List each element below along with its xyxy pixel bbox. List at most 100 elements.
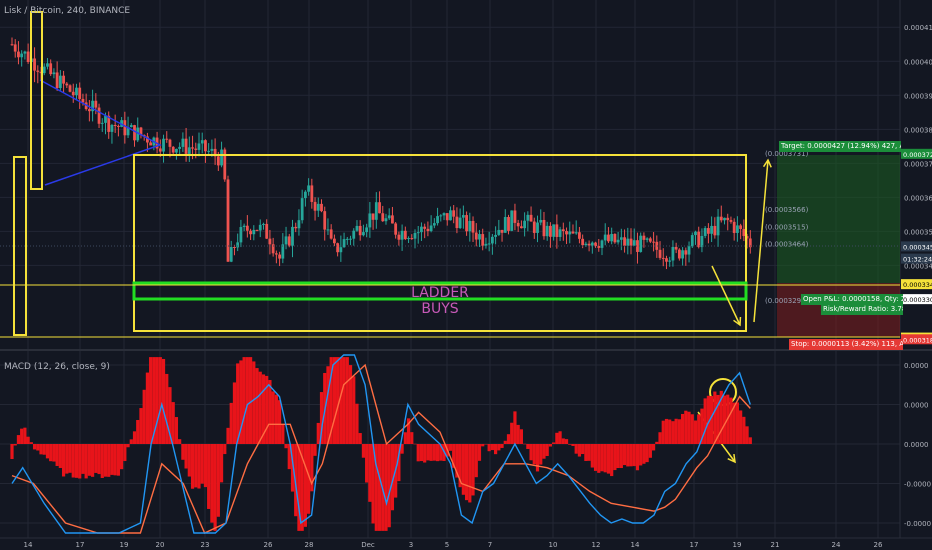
candle-body: [645, 238, 649, 240]
histogram-bar: [587, 444, 591, 461]
price-tag: 0.0003728: [901, 148, 932, 159]
candle-body: [342, 239, 346, 248]
price-tick-label: 0.0003900: [904, 92, 932, 100]
candle-body: [252, 229, 256, 235]
candle-body: [471, 220, 475, 233]
candle: [636, 232, 639, 264]
histogram-bar: [203, 444, 208, 488]
price-tag-text: 0.0003301: [903, 296, 932, 304]
histogram-bar: [310, 444, 314, 492]
histogram-bar: [65, 444, 69, 474]
time-tick-label: 3: [409, 541, 413, 549]
histogram-bar: [155, 357, 159, 444]
histogram-bar: [429, 444, 433, 461]
candle-body: [165, 138, 169, 140]
candle-body: [242, 225, 246, 228]
candle: [78, 82, 82, 109]
histogram-bar: [326, 366, 330, 444]
time-tick-label: 28: [305, 541, 314, 549]
price-tick-label: 0.0003700: [904, 160, 932, 168]
histogram-bar: [281, 424, 285, 444]
candle-body: [590, 242, 594, 246]
histogram-bar: [213, 444, 217, 531]
histogram-bar: [258, 371, 262, 444]
histogram-bar: [55, 444, 59, 466]
candle: [723, 217, 726, 225]
level-label: (0.0003299): [765, 297, 809, 305]
price-tag: 0.0003301: [901, 294, 932, 305]
histogram-bar: [242, 357, 246, 444]
candle-body: [568, 231, 572, 235]
histogram-bar: [542, 444, 546, 459]
candle-body: [665, 258, 668, 262]
candle-body: [49, 63, 53, 75]
histogram-bar: [107, 444, 111, 477]
candle-body: [410, 238, 414, 240]
candle: [233, 244, 236, 256]
candle: [123, 111, 127, 144]
candle: [497, 219, 501, 237]
candle: [210, 139, 214, 157]
histogram-bar: [252, 361, 256, 444]
histogram-bar: [116, 444, 120, 476]
candle: [403, 226, 407, 241]
candle-body: [581, 238, 585, 246]
candle: [503, 209, 507, 233]
candle: [561, 222, 565, 241]
candle: [494, 226, 498, 245]
candle: [516, 219, 520, 232]
histogram-bar: [248, 357, 253, 444]
histogram-bar: [677, 419, 681, 444]
candle: [468, 212, 472, 242]
candle: [719, 205, 723, 223]
histogram-bar: [648, 444, 652, 458]
candle-body: [465, 215, 468, 232]
histogram-bar: [523, 443, 527, 445]
candle: [213, 138, 217, 165]
candle-body: [652, 241, 655, 243]
candle-body: [500, 229, 504, 233]
candle-body: [461, 215, 465, 218]
macd-line: [11, 354, 751, 534]
histogram-bar: [577, 444, 582, 457]
candle: [394, 222, 398, 239]
candle-body: [62, 75, 65, 84]
histogram-bar: [216, 444, 220, 517]
histogram-bar: [716, 394, 720, 444]
histogram-bar: [171, 402, 175, 444]
long-target-zone: [777, 155, 900, 283]
histogram-bar: [265, 375, 269, 444]
candle-body: [487, 243, 491, 245]
candle-body: [10, 44, 14, 46]
histogram-bar: [655, 441, 659, 444]
time-tick-label: 19: [733, 541, 742, 549]
candle-body: [239, 227, 243, 243]
candle-body: [681, 250, 684, 259]
histogram-bar: [13, 444, 17, 446]
histogram-bar: [232, 382, 237, 444]
candle-body: [542, 219, 546, 237]
histogram-bar: [181, 444, 185, 460]
histogram-bar: [690, 414, 694, 444]
candle: [532, 217, 536, 239]
candle: [362, 224, 365, 237]
histogram-bar: [432, 444, 436, 461]
price-tag-text: 0.0003456: [903, 243, 932, 251]
histogram-bar: [287, 444, 291, 470]
candle-body: [20, 53, 24, 58]
candle: [423, 223, 427, 239]
candle-body: [748, 238, 752, 248]
candle-body: [610, 233, 614, 242]
candle: [200, 132, 204, 154]
candle: [294, 222, 298, 233]
histogram-bar: [39, 444, 43, 455]
candle-body: [384, 218, 388, 222]
candle: [600, 239, 604, 256]
candle: [487, 231, 491, 252]
histogram-bar: [387, 444, 391, 528]
candle-body: [249, 230, 252, 235]
histogram-bar: [616, 444, 620, 469]
histogram-bar: [732, 402, 736, 444]
histogram-bar: [174, 417, 179, 444]
